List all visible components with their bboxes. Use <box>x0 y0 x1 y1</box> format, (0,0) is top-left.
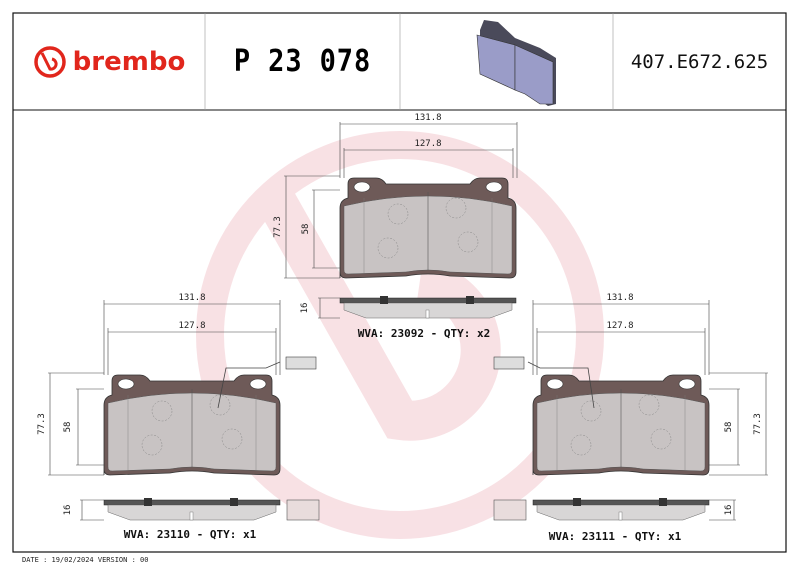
dim-height-outer: 77.3 <box>37 413 47 435</box>
reference-code: 407.E672.625 <box>630 50 769 73</box>
wear-sensor-connector <box>285 356 317 370</box>
pad-3d-thumbnail <box>476 20 556 106</box>
dim-height-inner: 58 <box>724 422 734 433</box>
dim-height-outer: 77.3 <box>273 216 283 238</box>
brembo-logo: brembo <box>13 13 205 110</box>
wva-label: WVA: 23111 - QTY: x1 <box>549 530 682 543</box>
pad-front-drawing <box>339 177 517 279</box>
dim-height-inner: 58 <box>301 224 311 235</box>
dim-height-outer: 77.3 <box>753 413 763 435</box>
drawing-frame <box>12 12 787 553</box>
pad-side-drawing <box>339 295 517 319</box>
pad-view-right: 131.8 127.8 77.3 58 16 WVA: 23111 - QTY:… <box>493 293 768 543</box>
wear-sensor-connector <box>493 356 525 370</box>
dim-height-inner: 58 <box>63 422 73 433</box>
dim-thickness: 16 <box>724 505 734 516</box>
brembo-logo-icon <box>33 45 66 78</box>
brand-name: brembo <box>72 46 186 77</box>
wva-label: WVA: 23092 - QTY: x2 <box>358 327 490 340</box>
wear-sensor-wire <box>527 361 595 409</box>
dim-width-inner: 127.8 <box>414 139 441 149</box>
dim-width-outer: 131.8 <box>606 293 633 303</box>
dim-width-inner: 127.8 <box>178 321 205 331</box>
wva-label: WVA: 23110 - QTY: x1 <box>124 528 257 541</box>
date-version: DATE : 19/02/2024 VERSION : 00 <box>22 556 149 564</box>
dim-thickness: 16 <box>63 505 73 516</box>
dim-thickness: 16 <box>300 303 310 314</box>
pad-view-top: 131.8 127.8 77.3 58 16 WVA: 23092 - QTY:… <box>273 113 518 340</box>
dim-width-outer: 131.8 <box>414 113 441 123</box>
part-number: P 23 078 <box>233 44 372 79</box>
wear-sensor-wire <box>217 361 281 409</box>
dim-width-outer: 131.8 <box>178 293 205 303</box>
dim-width-inner: 127.8 <box>606 321 633 331</box>
pad-view-left: 131.8 127.8 77.3 58 16 WVA: 23110 - QTY:… <box>37 293 320 541</box>
brembo-watermark <box>196 131 604 539</box>
